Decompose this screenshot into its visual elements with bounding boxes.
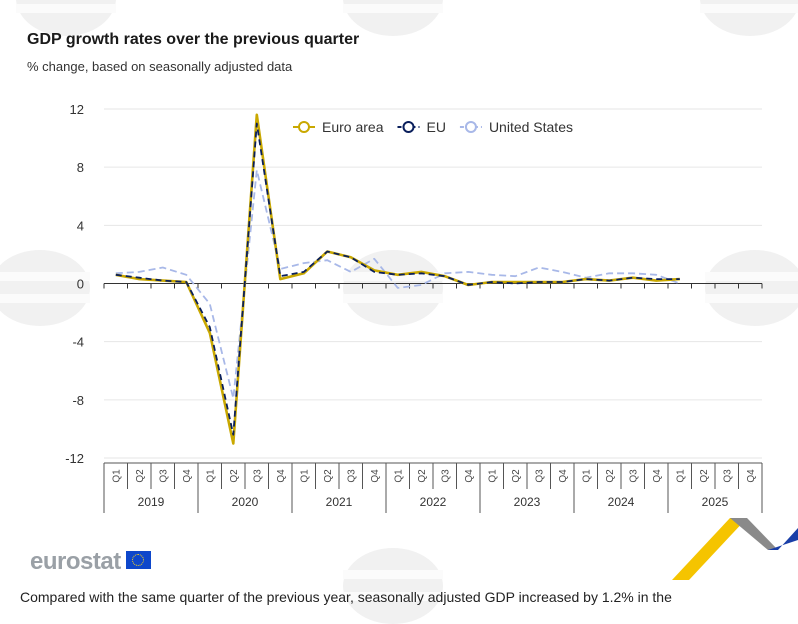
quarter-tick-label: Q3 — [534, 469, 545, 483]
quarter-tick-label: Q1 — [393, 469, 404, 483]
quarter-tick-label: Q4 — [182, 469, 193, 483]
quarter-tick-label: Q3 — [628, 469, 639, 483]
quarter-tick-label: Q2 — [417, 469, 428, 483]
y-tick-label: 4 — [77, 218, 84, 233]
year-tick-label: 2023 — [514, 495, 541, 509]
quarter-tick-label: Q3 — [440, 469, 451, 483]
quarter-tick-label: Q1 — [205, 469, 216, 483]
quarter-tick-label: Q1 — [581, 469, 592, 483]
quarter-tick-label: Q4 — [370, 469, 381, 483]
quarter-tick-label: Q3 — [158, 469, 169, 483]
quarter-tick-label: Q2 — [699, 469, 710, 483]
year-tick-label: 2022 — [420, 495, 447, 509]
legend-label-united-states: United States — [489, 119, 573, 135]
quarter-tick-label: Q2 — [229, 469, 240, 483]
y-tick-label: -8 — [72, 393, 84, 408]
footer-text: Compared with the same quarter of the pr… — [20, 589, 672, 605]
legend-label-euro-area: Euro area — [322, 119, 384, 135]
y-tick-label: 12 — [70, 102, 84, 117]
year-tick-label: 2020 — [232, 495, 259, 509]
quarter-tick-label: Q4 — [464, 469, 475, 483]
legend-marker-eu — [402, 121, 415, 133]
quarter-tick-label: Q1 — [299, 469, 310, 483]
y-tick-label: 0 — [77, 277, 84, 292]
watermark-logo — [0, 250, 90, 326]
quarter-tick-label: Q3 — [722, 469, 733, 483]
quarter-tick-label: Q2 — [323, 469, 334, 483]
quarter-tick-label: Q1 — [487, 469, 498, 483]
chart-subtitle: % change, based on seasonally adjusted d… — [27, 59, 293, 74]
quarter-tick-label: Q2 — [605, 469, 616, 483]
year-tick-label: 2024 — [608, 495, 635, 509]
quarter-tick-label: Q2 — [135, 469, 146, 483]
year-tick-label: 2021 — [326, 495, 353, 509]
eu-flag-icon — [126, 551, 151, 569]
year-tick-label: 2019 — [138, 495, 165, 509]
y-tick-label: -4 — [72, 335, 84, 350]
quarter-tick-label: Q4 — [276, 469, 287, 483]
legend-marker-united-states — [464, 121, 477, 133]
quarter-tick-label: Q4 — [558, 469, 569, 483]
chart-title: GDP growth rates over the previous quart… — [27, 31, 360, 48]
decorative-chevron-icon — [672, 518, 798, 580]
series-line-euro-area — [115, 113, 680, 445]
quarter-tick-label: Q3 — [346, 469, 357, 483]
quarter-tick-label: Q1 — [111, 469, 122, 483]
quarter-tick-label: Q1 — [675, 469, 686, 483]
quarter-tick-label: Q4 — [746, 469, 757, 483]
gdp-line-chart: 12 8 4 0 -4 -8 -12 Q1 Q2 Q3 Q4 Q1 Q2 Q3 Q4 Q1 Q2 Q3 Q4 Q1 Q2… — [65, 102, 763, 513]
watermark-logo — [705, 250, 798, 326]
legend-marker-euro-area — [298, 121, 310, 133]
y-tick-label: 8 — [77, 160, 84, 175]
eurostat-logo-text: eurostat — [30, 548, 121, 575]
quarter-tick-label: Q2 — [511, 469, 522, 483]
series-line-united-states — [115, 169, 681, 400]
year-tick-label: 2025 — [702, 495, 729, 509]
legend-label-eu: EU — [426, 119, 445, 135]
quarter-tick-label: Q4 — [652, 469, 663, 483]
y-tick-label: -12 — [65, 451, 84, 466]
series-line-eu — [115, 122, 680, 436]
quarter-tick-label: Q3 — [252, 469, 263, 483]
